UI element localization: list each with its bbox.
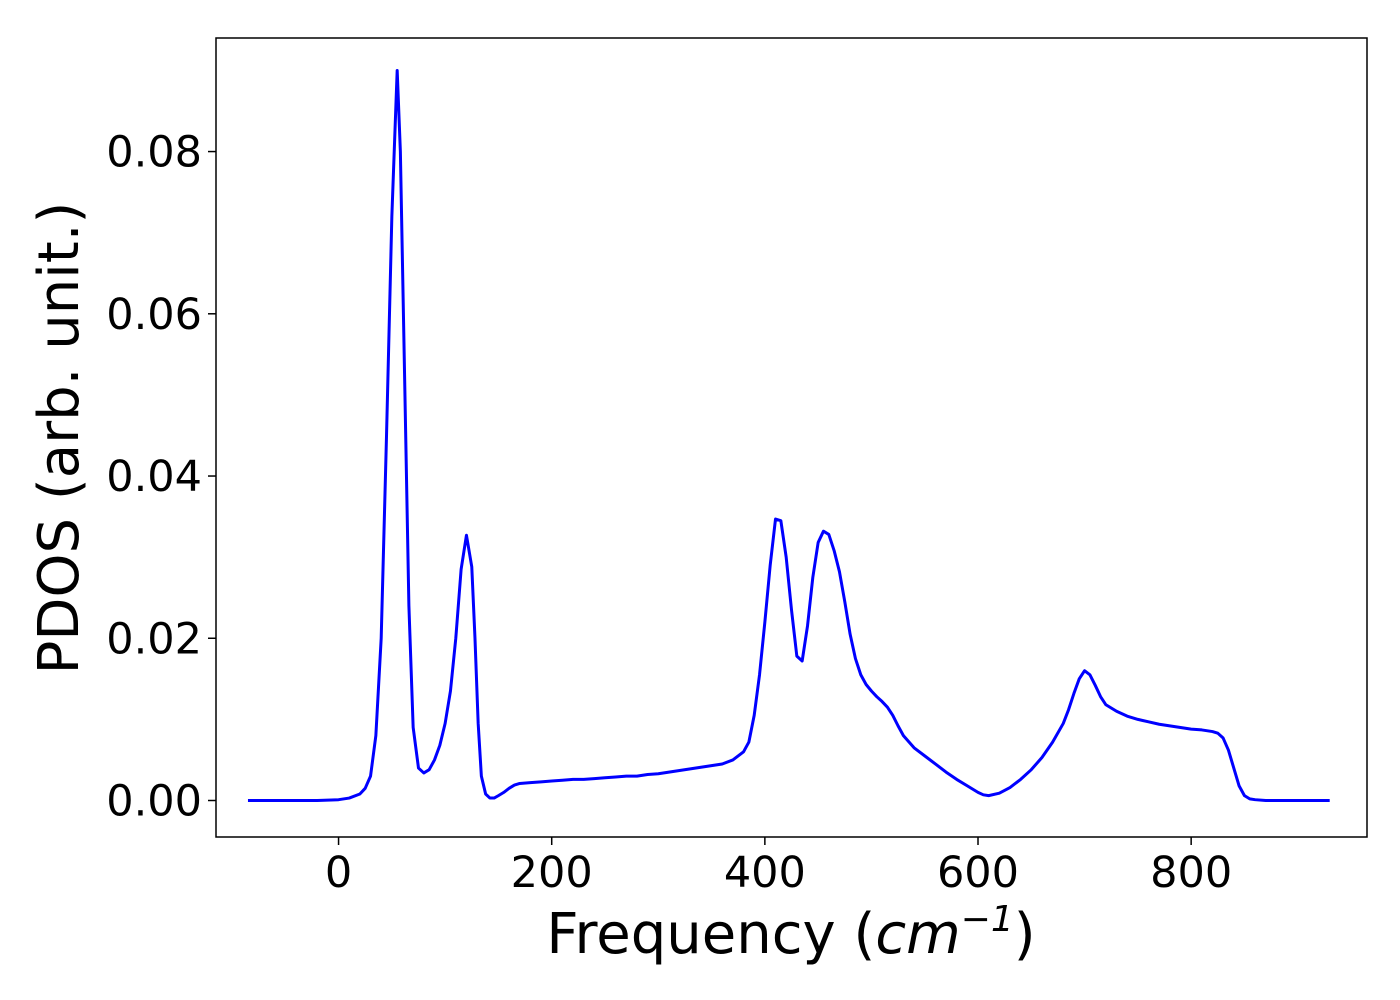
y-axis-label: PDOS (arb. unit.) (27, 202, 92, 675)
ticks: 0 200 400 600 800 0.00 0.02 0.04 0.06 0.08 (106, 128, 1232, 898)
x-tick-label: 600 (937, 848, 1019, 898)
y-tick-label: 0.02 (106, 614, 202, 664)
x-tick-label: 0 (325, 848, 352, 898)
x-axis-label-unit: cm (875, 902, 960, 967)
x-axis-label-exponent: −1 (961, 899, 1014, 940)
x-axis-label: Frequency (cm−1) (546, 899, 1035, 967)
y-tick-label: 0.06 (106, 290, 202, 340)
x-axis-label-suffix: ) (1014, 902, 1036, 967)
x-axis-label-prefix: Frequency ( (546, 902, 875, 967)
plot-frame (215, 37, 1368, 838)
y-tick-label: 0.00 (106, 776, 202, 826)
x-tick-label: 200 (511, 848, 593, 898)
y-tick-label: 0.08 (106, 128, 202, 178)
pdos-series-line-0 (247, 68, 1330, 802)
x-tick-label: 800 (1150, 848, 1232, 898)
plot-area (247, 68, 1330, 802)
x-tick-label: 400 (724, 848, 806, 898)
y-tick-label: 0.04 (106, 452, 202, 502)
